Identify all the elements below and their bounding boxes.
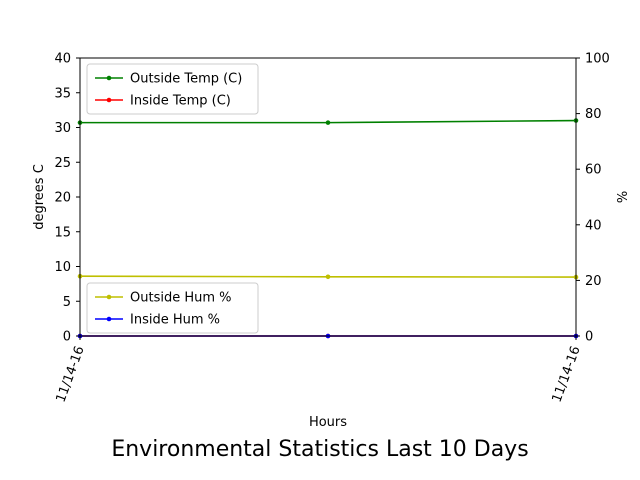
y-left-tick-label: 30 bbox=[54, 121, 71, 136]
chart-title: Environmental Statistics Last 10 Days bbox=[111, 437, 528, 462]
y-left-tick-label: 15 bbox=[54, 225, 71, 240]
legend-marker-inside-temp-c bbox=[106, 97, 112, 103]
legend-marker-outside-temp-c bbox=[106, 75, 112, 81]
legend-label-outside-hum: Outside Hum % bbox=[130, 291, 232, 306]
y-left-tick-label: 25 bbox=[54, 156, 71, 171]
y-right-tick-label: 60 bbox=[585, 163, 602, 178]
legend-marker-outside-hum bbox=[106, 294, 112, 300]
y-right-tick-label: 80 bbox=[585, 107, 602, 122]
y-left-tick-label: 10 bbox=[54, 260, 71, 275]
y-right-tick-label: 40 bbox=[585, 218, 602, 233]
y-left-tick-label: 40 bbox=[54, 52, 71, 67]
y-axis-right-label: % bbox=[616, 191, 631, 203]
legend-temperature: Outside Temp (C) Inside Temp (C) bbox=[86, 63, 259, 115]
y-right-tick-label: 100 bbox=[585, 52, 610, 67]
legend-label-inside-temp-c: Inside Temp (C) bbox=[130, 94, 231, 109]
y-left-tick-label: 20 bbox=[54, 191, 71, 206]
legend-label-inside-hum: Inside Hum % bbox=[130, 313, 220, 328]
legend-humidity: Outside Hum % Inside Hum % bbox=[86, 282, 259, 334]
y-right-tick-label: 20 bbox=[585, 274, 602, 289]
legend-marker-inside-hum bbox=[106, 316, 112, 322]
y-right-tick-label: 0 bbox=[585, 330, 593, 345]
y-left-tick-label: 5 bbox=[63, 295, 71, 310]
legend-box bbox=[86, 63, 259, 115]
y-axis-left-label: degrees C bbox=[32, 164, 47, 230]
legend-label-outside-temp-c: Outside Temp (C) bbox=[130, 72, 242, 87]
data-point-outside-temp-c bbox=[325, 120, 331, 125]
y-left-tick-label: 0 bbox=[63, 330, 71, 345]
x-tick-label: 11/14-16 bbox=[550, 344, 584, 404]
data-point-outside-hum bbox=[325, 274, 331, 280]
x-tick-label: 11/14-16 bbox=[54, 344, 88, 404]
x-axis-label: Hours bbox=[309, 415, 347, 430]
y-left-tick-label: 35 bbox=[54, 86, 71, 101]
legend-box bbox=[86, 282, 259, 334]
